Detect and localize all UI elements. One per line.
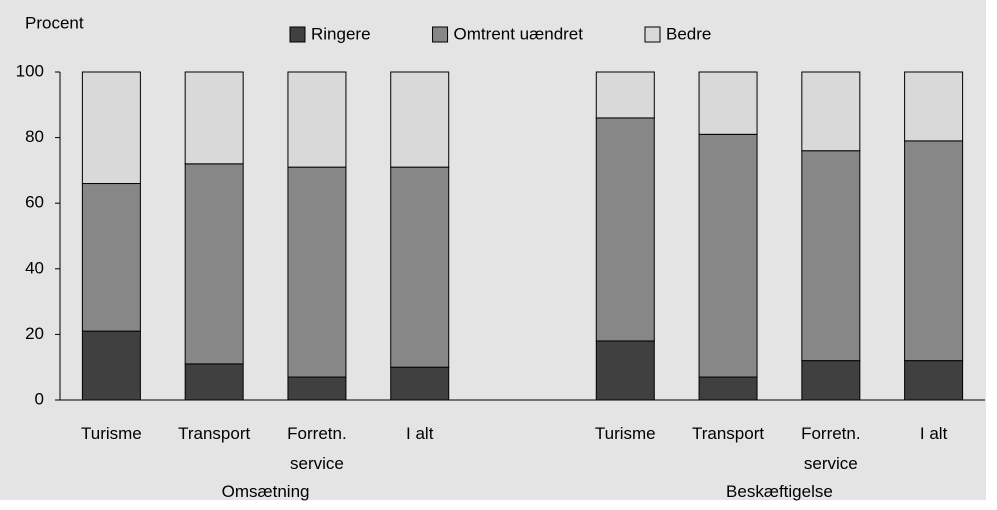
bar-segment [287, 376, 347, 401]
group-label: Omsætning [221, 482, 310, 501]
legend-swatch [644, 26, 661, 43]
legend-swatch [289, 26, 306, 43]
bar-segment [698, 71, 758, 135]
legend-label: Bedre [666, 24, 711, 43]
bar-segment [801, 150, 861, 362]
bar-segment [184, 163, 244, 365]
x-tick-label: Transport [178, 424, 251, 443]
bar-segment [287, 71, 347, 168]
x-tick-label: Turisme [80, 424, 142, 443]
bar-segment [595, 117, 655, 342]
bar-segment [390, 166, 450, 368]
y-tick-label: 100 [16, 61, 44, 80]
bar-segment [287, 166, 347, 378]
bar-segment [904, 140, 964, 362]
bar-segment [184, 363, 244, 401]
legend-label: Ringere [311, 24, 371, 43]
bar-segment [595, 340, 655, 401]
bar-segment [698, 133, 758, 378]
x-tick-label: Forretn. service [801, 424, 861, 473]
y-tick-label: 20 [25, 324, 44, 343]
bar-segment [81, 183, 141, 332]
bar-segment [184, 71, 244, 165]
bar-segment [904, 360, 964, 401]
y-tick-label: 0 [35, 389, 44, 408]
bar-segment [801, 360, 861, 401]
group-label: Beskæftigelse [726, 482, 833, 501]
x-tick-label: Turisme [594, 424, 656, 443]
bar-segment [904, 71, 964, 142]
bar-segment [81, 330, 141, 401]
bar-segment [390, 366, 450, 401]
legend-label: Omtrent uændret [454, 24, 584, 43]
bar-segment [595, 71, 655, 119]
y-tick-label: 60 [25, 193, 44, 212]
y-axis-label: Procent [25, 13, 84, 32]
x-tick-label: Forretn. service [287, 424, 347, 473]
bar-segment [390, 71, 450, 168]
y-tick-label: 40 [25, 258, 44, 277]
x-tick-label: I alt [406, 424, 434, 443]
bar-segment [801, 71, 861, 152]
legend-swatch [432, 26, 449, 43]
bar-segment [698, 376, 758, 401]
bar-segment [81, 71, 141, 185]
x-tick-label: I alt [919, 424, 948, 443]
y-tick-label: 80 [25, 127, 44, 146]
x-tick-label: Transport [691, 424, 765, 443]
